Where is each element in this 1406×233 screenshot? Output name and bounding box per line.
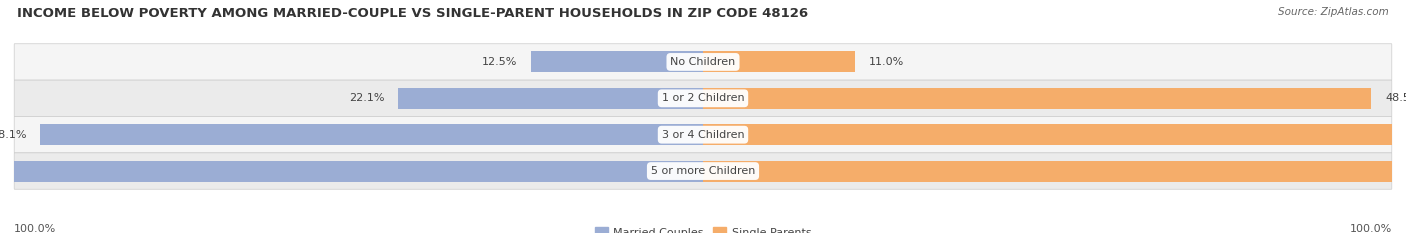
Text: 12.5%: 12.5%: [482, 57, 517, 67]
Text: 100.0%: 100.0%: [14, 224, 56, 233]
FancyBboxPatch shape: [14, 116, 1392, 153]
Bar: [703, 88, 1371, 109]
FancyBboxPatch shape: [14, 153, 1392, 189]
Bar: [0, 161, 703, 182]
Bar: [398, 88, 703, 109]
FancyBboxPatch shape: [14, 44, 1392, 80]
Text: 48.5%: 48.5%: [1385, 93, 1406, 103]
Text: 5 or more Children: 5 or more Children: [651, 166, 755, 176]
Text: 3 or 4 Children: 3 or 4 Children: [662, 130, 744, 140]
Text: 100.0%: 100.0%: [1350, 224, 1392, 233]
Text: INCOME BELOW POVERTY AMONG MARRIED-COUPLE VS SINGLE-PARENT HOUSEHOLDS IN ZIP COD: INCOME BELOW POVERTY AMONG MARRIED-COUPL…: [17, 7, 808, 20]
Bar: [41, 124, 703, 145]
Bar: [703, 51, 855, 72]
Bar: [531, 51, 703, 72]
FancyBboxPatch shape: [14, 80, 1392, 116]
Text: 1 or 2 Children: 1 or 2 Children: [662, 93, 744, 103]
Bar: [703, 124, 1406, 145]
Text: Source: ZipAtlas.com: Source: ZipAtlas.com: [1278, 7, 1389, 17]
Text: 48.1%: 48.1%: [0, 130, 27, 140]
Legend: Married Couples, Single Parents: Married Couples, Single Parents: [591, 223, 815, 233]
Bar: [703, 161, 1406, 182]
Text: No Children: No Children: [671, 57, 735, 67]
Text: 11.0%: 11.0%: [869, 57, 904, 67]
Text: 22.1%: 22.1%: [349, 93, 385, 103]
